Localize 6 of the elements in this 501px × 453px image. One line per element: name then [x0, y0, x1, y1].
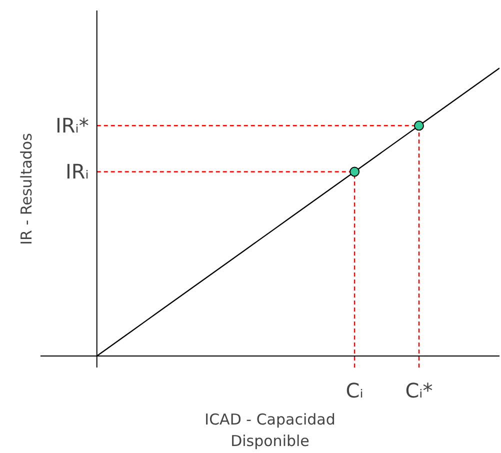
x-axis-title: ICAD - Capacidad Disponible [204, 410, 336, 450]
x-tick-label: Cᵢ [346, 378, 364, 402]
ref-line-label: IRᵢ [66, 160, 89, 184]
y-axis-title: IR - Resultados [18, 132, 36, 245]
ref-line-label: IRᵢ* [56, 114, 89, 138]
x-tick-label: Cᵢ* [405, 378, 433, 402]
